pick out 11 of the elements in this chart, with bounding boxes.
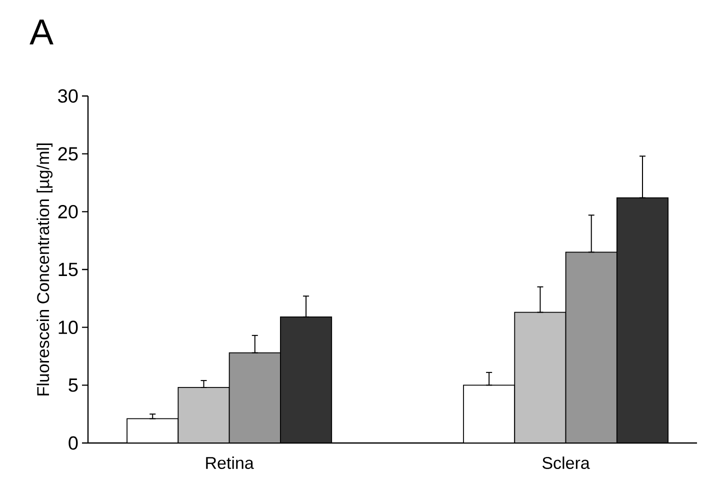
y-tick-label: 30 (58, 89, 78, 103)
y-tick-label: 25 (58, 147, 78, 161)
y-tick-label: 15 (58, 262, 78, 276)
chart-title: A (30, 20, 54, 44)
x-tick-label: Retina (206, 456, 254, 470)
y-axis-title: Fluorescein Concentration [µg/ml] (36, 143, 53, 396)
x-tick-label: Sclera (542, 456, 590, 470)
y-tick-label: 10 (58, 320, 78, 334)
y-tick-label: 5 (68, 378, 78, 392)
y-tick-label: 0 (68, 436, 78, 450)
y-tick-label: 20 (58, 204, 78, 218)
